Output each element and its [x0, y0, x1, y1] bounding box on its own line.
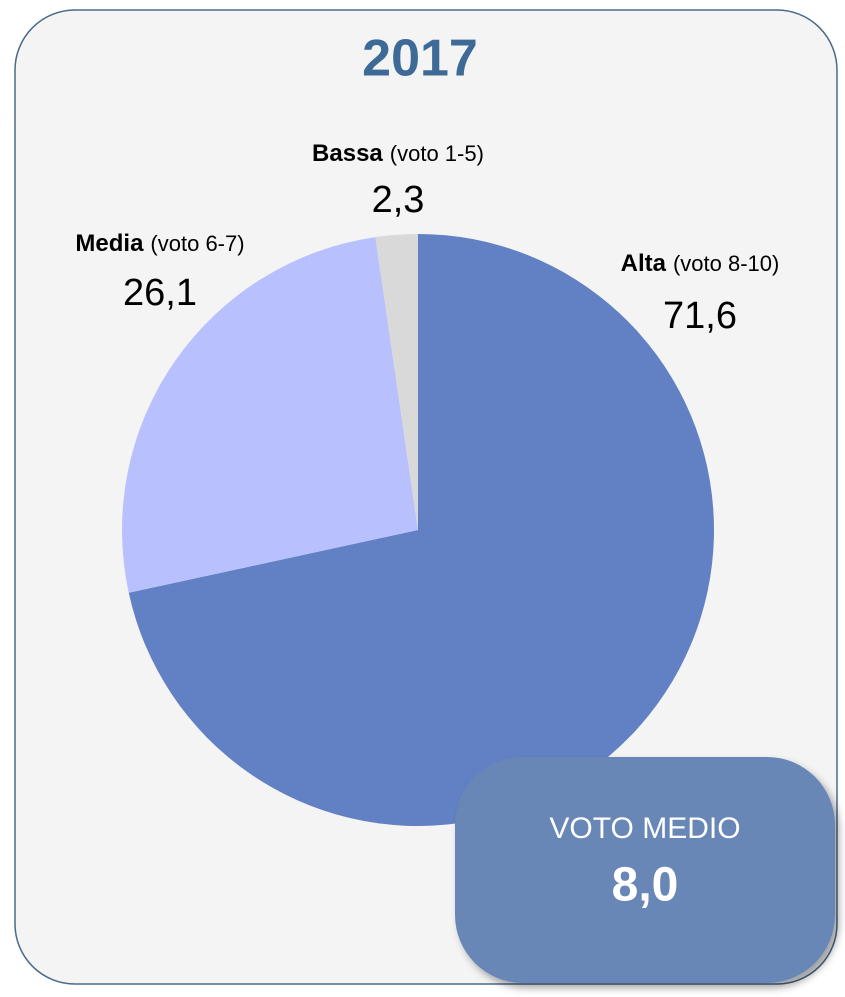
category-name: Alta	[621, 250, 667, 277]
value-label: 2,3	[372, 179, 425, 221]
slice-label: Alta (voto 8-10)	[621, 250, 780, 277]
pie	[121, 234, 715, 826]
pie-slice	[121, 237, 418, 593]
pie-slice	[375, 234, 418, 530]
category-note: (voto 1-5)	[390, 141, 484, 166]
category-note: (voto 8-10)	[673, 251, 779, 276]
slice-label: Media (voto 6-7)	[75, 230, 244, 257]
category-name: Media	[75, 230, 144, 257]
pie-slice	[128, 234, 715, 826]
category-note: (voto 6-7)	[150, 231, 244, 256]
chart-title: 2017	[362, 30, 478, 88]
badge-value: 8,0	[612, 859, 679, 912]
value-label: 71,6	[663, 295, 737, 337]
badge-label: VOTO MEDIO	[549, 812, 740, 845]
value-label: 26,1	[123, 272, 197, 314]
slice-label: Bassa (voto 1-5)	[312, 140, 484, 167]
category-name: Bassa	[312, 140, 383, 167]
badge	[455, 757, 835, 983]
